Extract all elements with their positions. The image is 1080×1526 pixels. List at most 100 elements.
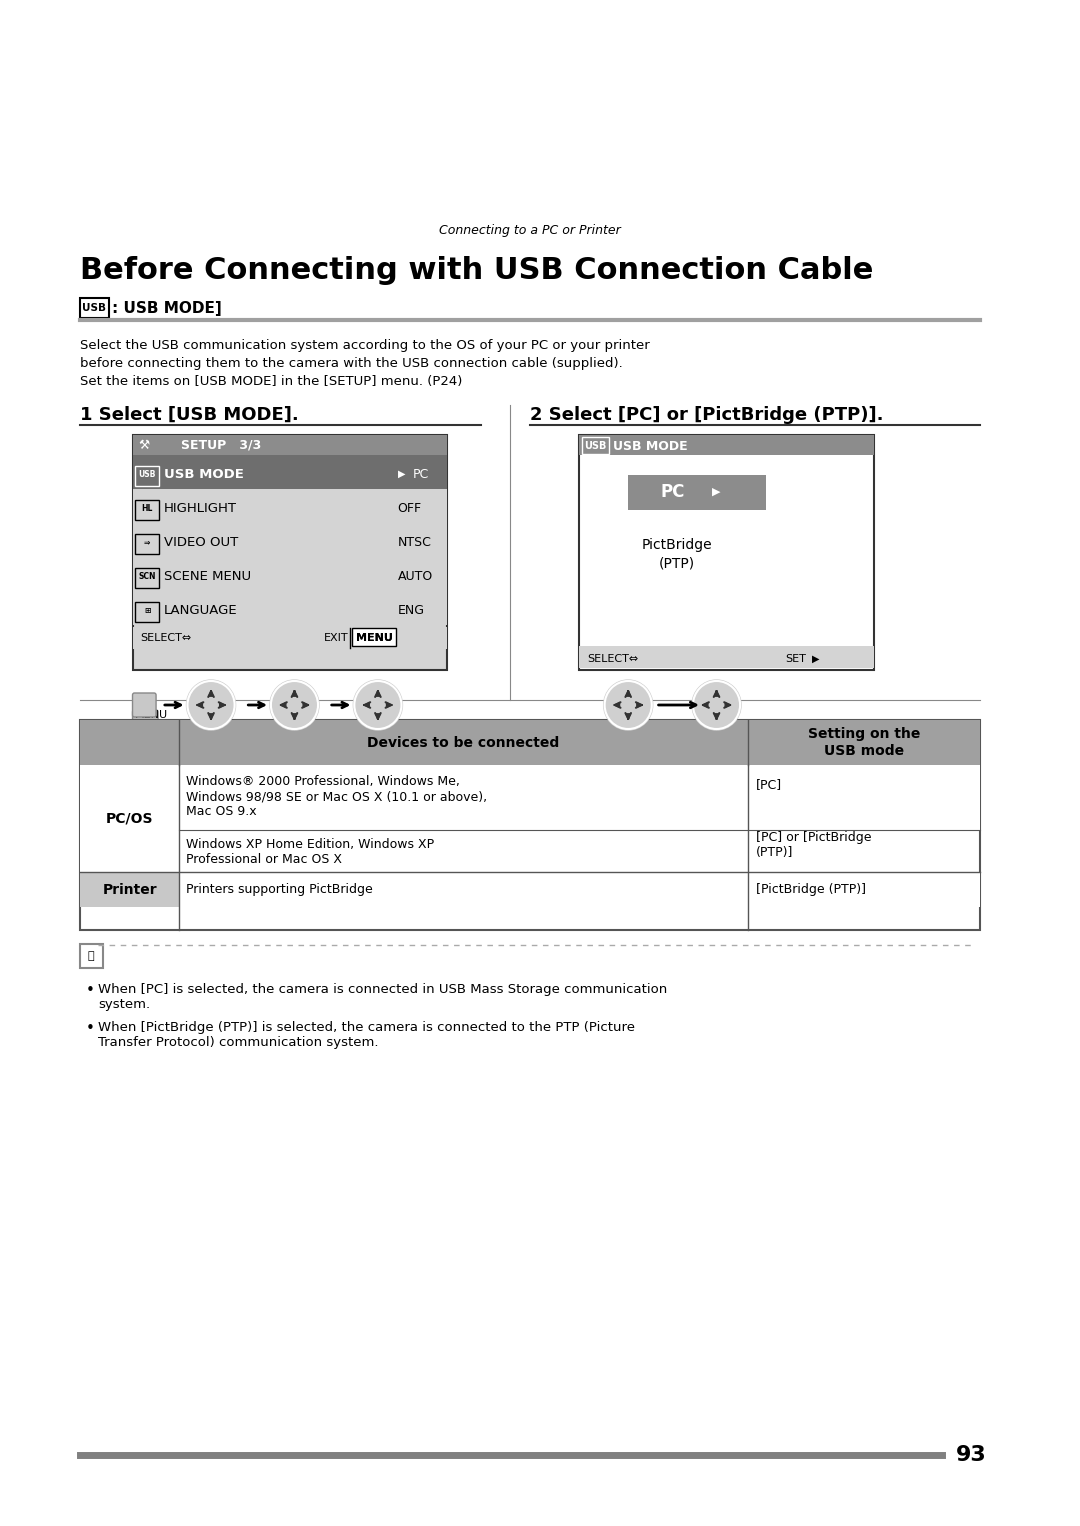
Text: [PC] or [PictBridge
(PTP)]: [PC] or [PictBridge (PTP)] <box>756 832 872 859</box>
Polygon shape <box>364 703 369 707</box>
Text: When [PictBridge (PTP)] is selected, the camera is connected to the PTP (Picture: When [PictBridge (PTP)] is selected, the… <box>98 1021 635 1048</box>
Text: MENU: MENU <box>356 633 393 642</box>
Circle shape <box>621 697 636 713</box>
Text: SCN: SCN <box>138 572 156 580</box>
Circle shape <box>287 697 302 713</box>
Polygon shape <box>293 691 297 696</box>
FancyBboxPatch shape <box>81 765 178 871</box>
Text: EXIT: EXIT <box>324 633 349 642</box>
FancyBboxPatch shape <box>81 871 178 906</box>
FancyBboxPatch shape <box>81 871 980 906</box>
Text: •: • <box>86 1021 95 1036</box>
FancyBboxPatch shape <box>133 435 447 455</box>
Circle shape <box>370 697 386 713</box>
FancyBboxPatch shape <box>133 523 447 557</box>
Circle shape <box>604 681 652 729</box>
Text: MENU: MENU <box>135 710 167 720</box>
Polygon shape <box>637 703 643 707</box>
Text: •: • <box>86 983 95 998</box>
Text: USB: USB <box>138 470 156 479</box>
Polygon shape <box>702 703 707 707</box>
Circle shape <box>187 681 235 729</box>
Polygon shape <box>725 703 730 707</box>
Circle shape <box>692 681 741 729</box>
FancyBboxPatch shape <box>579 645 874 668</box>
Text: When [PC] is selected, the camera is connected in USB Mass Storage communication: When [PC] is selected, the camera is con… <box>98 983 667 1012</box>
Text: OFF: OFF <box>397 502 421 514</box>
FancyBboxPatch shape <box>133 435 447 670</box>
Text: SETUP   3/3: SETUP 3/3 <box>180 438 261 452</box>
Text: SELECT⇔: SELECT⇔ <box>140 633 191 642</box>
Text: 📝: 📝 <box>87 951 95 961</box>
Polygon shape <box>281 703 286 707</box>
Text: SET: SET <box>785 655 806 664</box>
Text: ▶: ▶ <box>397 468 405 479</box>
Text: (PTP): (PTP) <box>659 555 696 571</box>
FancyBboxPatch shape <box>133 693 157 717</box>
Text: Connecting to a PC or Printer: Connecting to a PC or Printer <box>440 223 621 237</box>
Text: Printers supporting PictBridge: Printers supporting PictBridge <box>187 884 374 896</box>
Text: ⚒: ⚒ <box>138 438 150 452</box>
Polygon shape <box>208 714 213 719</box>
Text: [PC]: [PC] <box>756 778 782 792</box>
Polygon shape <box>626 714 631 719</box>
Polygon shape <box>626 691 631 696</box>
Text: ⊞: ⊞ <box>144 606 150 615</box>
Text: MENU: MENU <box>355 633 392 642</box>
Text: PC/OS: PC/OS <box>106 812 153 826</box>
Text: before connecting them to the camera with the USB connection cable (supplied).: before connecting them to the camera wit… <box>81 357 623 369</box>
Text: Set the items on [USB MODE] in the [SETUP] menu. (P24): Set the items on [USB MODE] in the [SETU… <box>81 374 463 388</box>
Text: NTSC: NTSC <box>397 536 431 548</box>
Text: ENG: ENG <box>397 603 424 617</box>
Text: VIDEO OUT: VIDEO OUT <box>164 536 239 548</box>
Text: Windows XP Home Edition, Windows XP
Professional or Mac OS X: Windows XP Home Edition, Windows XP Prof… <box>187 838 434 865</box>
FancyBboxPatch shape <box>81 720 980 765</box>
Text: SELECT⇔: SELECT⇔ <box>586 655 638 664</box>
FancyBboxPatch shape <box>133 710 158 736</box>
Text: ▶: ▶ <box>812 655 820 664</box>
FancyBboxPatch shape <box>178 765 980 830</box>
Text: USB: USB <box>583 441 606 452</box>
Text: [PictBridge (PTP)]: [PictBridge (PTP)] <box>756 884 866 896</box>
Circle shape <box>708 697 724 713</box>
Polygon shape <box>303 703 309 707</box>
Polygon shape <box>714 714 718 719</box>
Text: 2 Select [PC] or [PictBridge (PTP)].: 2 Select [PC] or [PictBridge (PTP)]. <box>530 406 883 424</box>
Text: HL: HL <box>141 504 153 513</box>
FancyBboxPatch shape <box>133 591 447 626</box>
Text: PictBridge: PictBridge <box>642 539 713 552</box>
FancyBboxPatch shape <box>352 629 395 645</box>
FancyBboxPatch shape <box>80 298 109 317</box>
Polygon shape <box>387 703 392 707</box>
Text: USB MODE: USB MODE <box>164 467 244 481</box>
Text: PC: PC <box>413 467 429 481</box>
Polygon shape <box>197 703 202 707</box>
Polygon shape <box>376 714 380 719</box>
Circle shape <box>353 681 403 729</box>
FancyBboxPatch shape <box>629 475 766 510</box>
FancyBboxPatch shape <box>133 488 447 523</box>
Text: 93: 93 <box>957 1445 987 1465</box>
Polygon shape <box>615 703 620 707</box>
FancyBboxPatch shape <box>133 455 447 488</box>
Text: Devices to be connected: Devices to be connected <box>367 736 559 749</box>
FancyBboxPatch shape <box>579 435 874 670</box>
Polygon shape <box>208 691 213 696</box>
Text: USB: USB <box>82 304 106 313</box>
Polygon shape <box>376 691 380 696</box>
FancyBboxPatch shape <box>133 557 447 591</box>
Text: Windows® 2000 Professional, Windows Me,
Windows 98/98 SE or Mac OS X (10.1 or ab: Windows® 2000 Professional, Windows Me, … <box>187 775 487 818</box>
Text: ▶: ▶ <box>713 487 720 497</box>
Polygon shape <box>293 714 297 719</box>
Text: : USB MODE]: : USB MODE] <box>112 301 221 316</box>
Text: HIGHLIGHT: HIGHLIGHT <box>164 502 237 514</box>
Text: LANGUAGE: LANGUAGE <box>164 603 238 617</box>
FancyBboxPatch shape <box>133 627 447 649</box>
Circle shape <box>270 681 319 729</box>
Text: USB MODE: USB MODE <box>613 439 688 453</box>
Polygon shape <box>219 703 225 707</box>
Text: Before Connecting with USB Connection Cable: Before Connecting with USB Connection Ca… <box>81 255 874 284</box>
Text: ⇒: ⇒ <box>144 537 150 546</box>
FancyBboxPatch shape <box>579 435 874 455</box>
FancyBboxPatch shape <box>80 945 103 967</box>
